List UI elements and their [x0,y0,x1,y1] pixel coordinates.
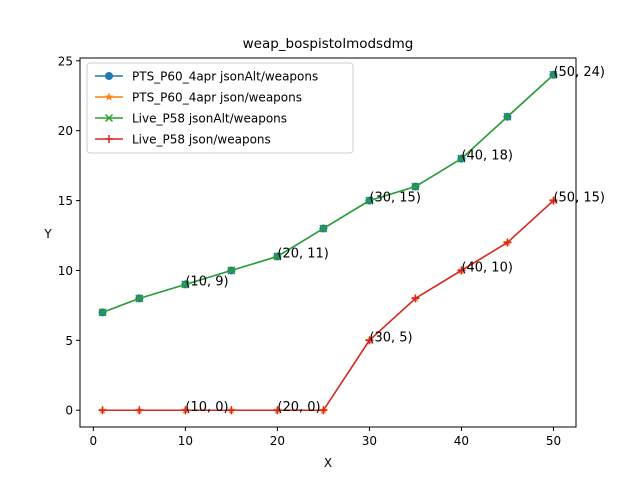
data-point [273,406,282,415]
y-tick-label: 10 [58,264,73,278]
chart-title: weap_bospistolmodsdmg [243,36,414,52]
x-tick-label: 10 [178,434,193,448]
series-3 [98,70,558,317]
data-point [98,308,107,317]
legend-entry: Live_P58 jsonAlt/weapons [95,112,287,126]
data-point [457,154,466,163]
y-axis: 0 5 10 15 20 25 [58,54,80,418]
x-tick-label: 50 [546,434,561,448]
point-annotation: (30, 15) [369,191,421,206]
data-point [227,266,236,275]
legend-marker [105,72,113,80]
series-4 [98,196,558,415]
data-point [549,196,558,205]
legend-marker [104,92,114,101]
data-point [503,112,512,121]
data-point [411,182,420,191]
y-tick-label: 20 [58,124,73,138]
x-tick-label: 0 [90,434,98,448]
legend: PTS_P60_4apr jsonAlt/weapons PTS_P60_4apr… [86,62,354,154]
point-annotation: (50, 15) [553,191,605,206]
y-tick-label: 25 [58,54,73,68]
point-annotation: (10, 9) [185,274,228,289]
point-annotation: (20, 11) [277,246,329,261]
x-axis-label: X [324,456,332,470]
legend-label: Live_P58 json/weapons [132,133,271,147]
data-point [319,406,328,415]
data-point [273,252,282,261]
data-point [319,224,328,233]
legend-box [86,62,354,154]
legend-label: PTS_P60_4apr json/weapons [132,91,302,105]
x-tick-label: 20 [270,434,285,448]
point-annotation: (20, 0) [277,400,320,415]
series-layer [98,70,558,415]
data-point [457,266,466,275]
point-annotation: (30, 5) [369,330,412,345]
legend-label: Live_P58 jsonAlt/weapons [132,112,287,126]
y-tick-label: 15 [58,194,73,208]
data-point [135,294,144,303]
data-point [365,196,374,205]
legend-marker [105,135,113,143]
data-point [365,336,374,345]
point-annotation: (50, 24) [553,65,605,80]
point-annotation: (40, 10) [461,260,512,275]
annotation-layer: (10, 9) (20, 11) (30, 15) (40, 18) (50, 24) (… [185,65,605,415]
point-annotation: (10, 0) [185,400,228,415]
y-tick-label: 0 [65,404,73,418]
legend-marker [104,113,114,123]
data-point [549,70,558,79]
legend-entry: PTS_P60_4apr json/weapons [95,91,302,105]
legend-label: PTS_P60_4apr jsonAlt/weapons [132,70,318,84]
data-point [503,238,512,247]
data-point [227,406,236,415]
data-point [181,280,190,289]
point-annotation: (40, 18) [461,149,512,164]
data-point [98,406,107,415]
legend-entry: Live_P58 json/weapons [95,133,271,147]
legend-entry: PTS_P60_4apr jsonAlt/weapons [95,70,318,84]
x-tick-label: 40 [454,434,469,448]
data-point [411,294,420,303]
x-tick-label: 30 [362,434,377,448]
x-axis: 0 10 20 30 40 50 [90,427,561,448]
y-axis-label: Y [43,227,52,241]
data-point [181,406,190,415]
plot-frame [79,57,577,428]
data-point [135,406,144,415]
y-tick-label: 5 [65,334,73,348]
